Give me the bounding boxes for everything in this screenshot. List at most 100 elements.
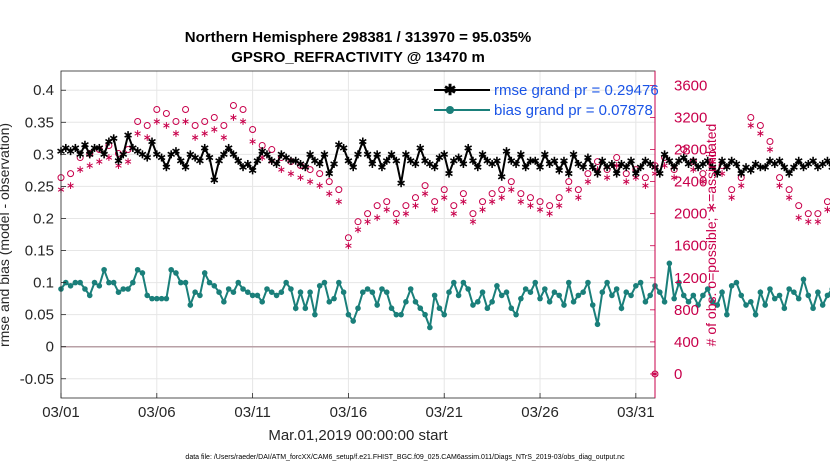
rmse-point — [119, 150, 128, 159]
rmse-point — [387, 150, 396, 159]
chart-title-line1: Northern Hemisphere 298381 / 313970 = 95… — [185, 29, 531, 46]
bias-point — [800, 276, 807, 283]
rmse-point — [627, 156, 635, 165]
bias-point — [757, 289, 764, 296]
bias-point — [192, 289, 198, 296]
assimilated-point — [805, 218, 812, 226]
bias-point — [431, 292, 438, 299]
rmse-point — [196, 156, 204, 165]
bias-point — [676, 279, 682, 286]
bias-point — [604, 279, 610, 286]
rmse-point — [229, 150, 238, 159]
rmse-point — [440, 150, 449, 159]
possible-point — [699, 170, 707, 178]
rmse-point — [210, 176, 219, 184]
bias-point — [441, 311, 448, 318]
bias-point — [589, 302, 596, 308]
possible-point — [804, 210, 812, 218]
bias-point — [417, 305, 424, 312]
assimilated-point — [354, 226, 362, 234]
bias-point — [613, 286, 620, 292]
assimilated-point — [76, 166, 84, 173]
possible-point — [728, 186, 736, 194]
rmse-point — [780, 163, 789, 172]
bias-point — [465, 286, 471, 292]
bias-point — [819, 302, 826, 308]
rmse-point — [224, 143, 233, 152]
bias-point — [786, 286, 792, 292]
legend-rmse-label: rmse grand pr = 0.29476 — [494, 82, 659, 99]
rmse-point — [588, 163, 597, 172]
possible-point — [210, 113, 218, 121]
bias-point — [101, 266, 107, 273]
bias-point — [484, 305, 491, 312]
right-tick-label: 2800 — [674, 142, 707, 159]
possible-point — [450, 202, 458, 210]
possible-point — [785, 186, 793, 194]
bias-point — [115, 289, 122, 296]
assimilated-point — [555, 202, 563, 210]
bias-point — [642, 299, 649, 305]
legend-rmse-marker: ✱ — [444, 82, 457, 99]
possible-point — [488, 190, 496, 198]
right-tick-label: 2000 — [674, 206, 707, 223]
bias-point — [594, 321, 601, 328]
rmse-point — [325, 169, 334, 178]
possible-point — [431, 198, 439, 206]
bias-point — [86, 292, 93, 299]
rmse-point — [157, 153, 166, 162]
x-tick-label: 03/01 — [42, 404, 80, 421]
bias-point — [623, 289, 630, 296]
bias-point — [77, 279, 83, 286]
bias-point — [106, 279, 112, 286]
assimilated-point — [738, 182, 745, 190]
rmse-point — [215, 156, 223, 165]
bias-point — [407, 286, 414, 292]
bias-point — [292, 305, 299, 312]
bias-point — [355, 305, 361, 312]
bias-point — [230, 289, 237, 296]
rmse-point — [598, 156, 607, 165]
assimilated-point — [373, 214, 381, 222]
bias-point — [498, 292, 505, 299]
left-tick-label: 0.2 — [33, 210, 54, 227]
rmse-point — [550, 156, 559, 165]
legend-bias-marker — [446, 106, 454, 114]
bias-point — [403, 299, 409, 305]
possible-point — [766, 138, 774, 146]
rmse-point — [109, 134, 118, 143]
possible-point — [316, 170, 324, 178]
bias-point — [283, 279, 289, 286]
rmse-point — [636, 163, 645, 172]
bias-point — [158, 295, 165, 302]
assimilated-point — [96, 158, 103, 165]
bias-point — [628, 292, 634, 299]
bias-point — [422, 311, 428, 318]
rmse-point — [71, 143, 80, 152]
assimilated-point — [201, 130, 208, 137]
rmse-point — [679, 153, 688, 162]
assimilated-point — [642, 182, 649, 190]
rmse-point — [473, 163, 482, 172]
bias-point — [527, 289, 534, 296]
bias-point — [609, 292, 615, 299]
bias-point — [743, 302, 749, 308]
assimilated-point — [670, 174, 678, 181]
possible-point — [795, 202, 803, 210]
rmse-point — [315, 159, 324, 168]
possible-point — [229, 101, 237, 109]
rmse-point — [200, 143, 209, 152]
bias-point — [412, 299, 419, 305]
assimilated-point — [124, 158, 132, 165]
rmse-point — [560, 156, 568, 165]
bias-point — [307, 289, 313, 296]
bias-point — [264, 286, 270, 292]
right-tick-label: 1200 — [674, 270, 707, 287]
footer-data-file: data file: /Users/raeder/DAI/ATM_forcXX/… — [185, 454, 625, 461]
rmse-point — [584, 153, 592, 162]
bias-point — [815, 289, 821, 296]
rmse-point — [320, 150, 329, 159]
chart-title-line2: GPSRO_REFRACTIVITY @ 13470 m — [231, 49, 485, 66]
assimilated-point — [460, 198, 467, 206]
bias-point — [767, 286, 773, 292]
